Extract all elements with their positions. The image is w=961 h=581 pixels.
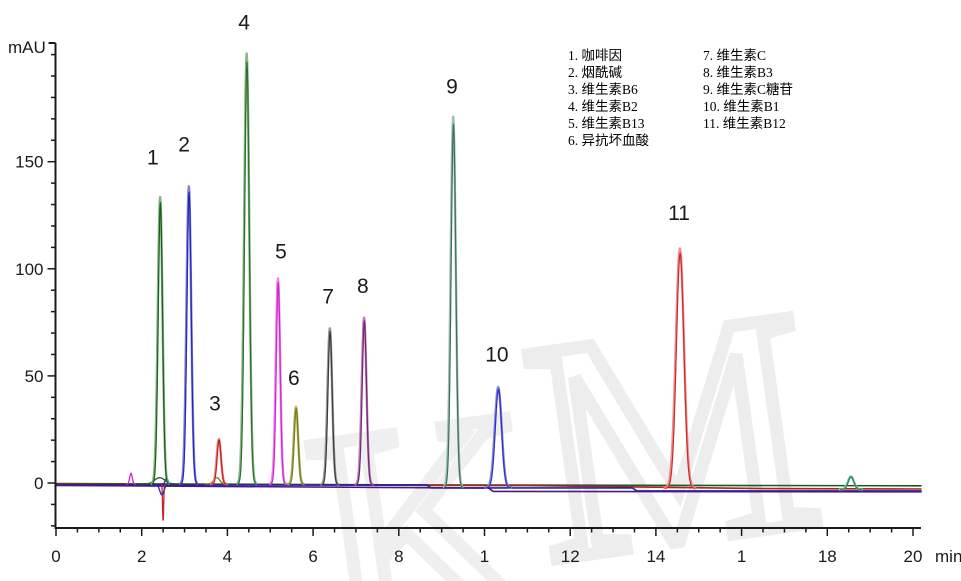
x-tick-label: 0 (51, 547, 60, 566)
legend-item: 8. 维生素B3 (703, 65, 773, 80)
peak-number-label: 4 (238, 11, 250, 34)
peak-number-label: 6 (288, 367, 300, 390)
x-tick-label: 4 (223, 547, 232, 566)
peak-number-label: 2 (178, 134, 190, 157)
x-tick-label: 20 (904, 547, 923, 566)
legend-item: 4. 维生素B2 (568, 99, 638, 114)
x-tick-label: 18 (818, 547, 837, 566)
peak-curve-light (209, 437, 229, 486)
legend-item: 5. 维生素B13 (568, 116, 645, 131)
peak-number-label: 8 (357, 275, 369, 298)
peak-curve-light (663, 247, 697, 490)
peak-number-label: 5 (275, 241, 287, 264)
peak-number-label: 9 (446, 76, 458, 99)
x-tick-label: 14 (646, 547, 665, 566)
y-axis-unit-label: mAU (8, 38, 46, 57)
peak-curve-dark (321, 330, 339, 486)
peak-curve-light (149, 195, 171, 486)
peak-curve-dark (355, 320, 374, 486)
y-tick-label: 100 (15, 260, 43, 279)
peak-number-label: 1 (147, 146, 159, 169)
x-tick-label: 12 (561, 547, 580, 566)
legend-item: 10. 维生素B1 (703, 99, 780, 114)
legend-item: 7. 维生素C (703, 48, 767, 63)
noise-blip (125, 472, 137, 485)
legend-item: 2. 烟酰碱 (568, 65, 622, 80)
peak-number-label: 3 (209, 393, 221, 416)
peak-curve-light (235, 52, 258, 486)
peak-curve-dark (180, 191, 198, 485)
legend-item: 11. 维生素B12 (703, 116, 786, 131)
peak-curve-dark (288, 407, 305, 485)
legend-item: 3. 维生素B6 (568, 82, 638, 97)
peak-curve-dark (211, 439, 228, 485)
peak-curve-dark (485, 388, 512, 489)
peak-curve-light (268, 277, 288, 486)
peak-number-label: 10 (485, 343, 508, 366)
baseline-trace (55, 484, 922, 493)
legend-item: 1. 咖啡因 (568, 48, 622, 63)
x-tick-label: 1 (737, 547, 746, 566)
peak-curve-dark (443, 123, 464, 488)
noise-blip (160, 483, 166, 521)
x-tick-label: 2 (137, 547, 146, 566)
peak-number-label: 11 (668, 202, 690, 225)
x-tick-label: 6 (308, 547, 317, 566)
peak-curve-dark (237, 61, 257, 485)
peak-curve-light (838, 475, 864, 491)
x-tick-label: 8 (394, 547, 403, 566)
peak-curve-dark (840, 476, 863, 491)
x-tick-label: 1 (480, 547, 489, 566)
legend-item: 6. 异抗坏血酸 (568, 133, 649, 148)
peak-legend-column-1: 1. 咖啡因 2. 烟酰碱 3. 维生素B6 4. 维生素B2 5. 维生素B1… (568, 47, 649, 149)
noise-blip (139, 476, 181, 485)
peak-curve-dark (665, 252, 696, 489)
peak-curve-dark (151, 202, 170, 485)
watermark-letter: M (509, 244, 835, 581)
x-axis-unit-label: min (935, 547, 961, 566)
peak-number-label: 7 (322, 286, 334, 309)
y-tick-label: 0 (34, 474, 43, 493)
y-tick-label: 150 (15, 153, 43, 172)
peak-curve-dark (270, 281, 287, 485)
legend-item: 9. 维生素C糖苷 (703, 82, 794, 97)
peak-legend-column-2: 7. 维生素C 8. 维生素B3 9. 维生素C糖苷 10. 维生素B1 11.… (703, 47, 793, 132)
peak-curve-light (178, 185, 199, 486)
y-tick-label: 50 (25, 367, 44, 386)
noise-blip (153, 483, 171, 496)
